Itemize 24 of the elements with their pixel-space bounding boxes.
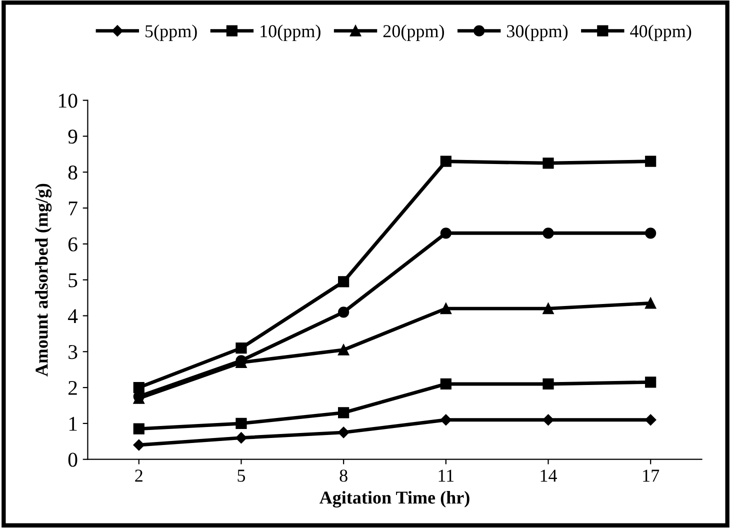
y-tick-label: 0 xyxy=(68,452,78,467)
y-tick-label: 9 xyxy=(68,130,78,144)
x-axis-title: Agitation Time (hr) xyxy=(320,491,470,508)
x-tick-label: 5 xyxy=(238,470,246,482)
y-tick-label: 4 xyxy=(68,309,78,323)
x-tick-label: 11 xyxy=(438,470,454,482)
y-tick-label: 3 xyxy=(68,345,78,360)
legend-label: 10(ppm) xyxy=(260,24,320,41)
legend-label: 30(ppm) xyxy=(507,24,568,41)
y-tick-label: 8 xyxy=(68,166,78,180)
legend-label: 20(ppm) xyxy=(383,24,444,41)
x-tick-label: 14 xyxy=(540,470,557,482)
y-tick-label: 5 xyxy=(68,273,78,288)
y-tick-label: 6 xyxy=(68,237,78,252)
x-tick-label: 2 xyxy=(135,470,142,482)
y-tick-label: 10 xyxy=(58,94,78,108)
x-tick-label: 17 xyxy=(643,470,660,482)
y-tick-label: 7 xyxy=(68,202,78,216)
y-tick-label: 2 xyxy=(68,380,77,395)
legend-label: 40(ppm) xyxy=(630,24,692,41)
x-tick-label: 8 xyxy=(340,470,348,482)
y-axis-title: Amount adsorbed (mg/g) xyxy=(35,184,52,376)
y-tick-label: 1 xyxy=(69,416,77,431)
legend-label: 5(ppm) xyxy=(146,24,197,41)
